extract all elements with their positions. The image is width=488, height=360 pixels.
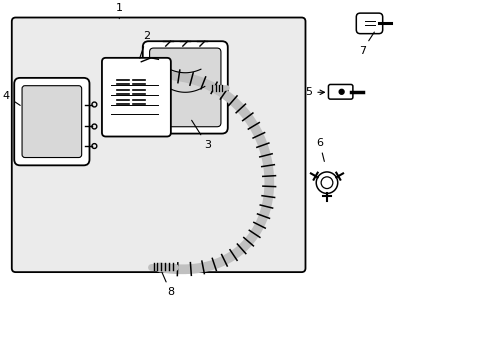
Circle shape xyxy=(321,177,332,189)
FancyBboxPatch shape xyxy=(149,48,221,127)
FancyBboxPatch shape xyxy=(142,41,227,134)
Text: 1: 1 xyxy=(116,3,122,19)
Text: 8: 8 xyxy=(162,272,174,297)
FancyBboxPatch shape xyxy=(22,86,81,158)
Text: 4: 4 xyxy=(3,91,20,105)
FancyBboxPatch shape xyxy=(328,85,352,99)
Text: 6: 6 xyxy=(316,138,324,161)
Text: 2: 2 xyxy=(140,31,150,58)
Text: 5: 5 xyxy=(305,87,324,97)
FancyBboxPatch shape xyxy=(14,78,89,165)
FancyBboxPatch shape xyxy=(356,13,382,33)
Text: 3: 3 xyxy=(191,120,210,150)
Circle shape xyxy=(316,172,337,193)
FancyBboxPatch shape xyxy=(102,58,170,136)
FancyBboxPatch shape xyxy=(12,18,305,272)
Text: 7: 7 xyxy=(358,32,374,56)
Circle shape xyxy=(339,89,344,94)
